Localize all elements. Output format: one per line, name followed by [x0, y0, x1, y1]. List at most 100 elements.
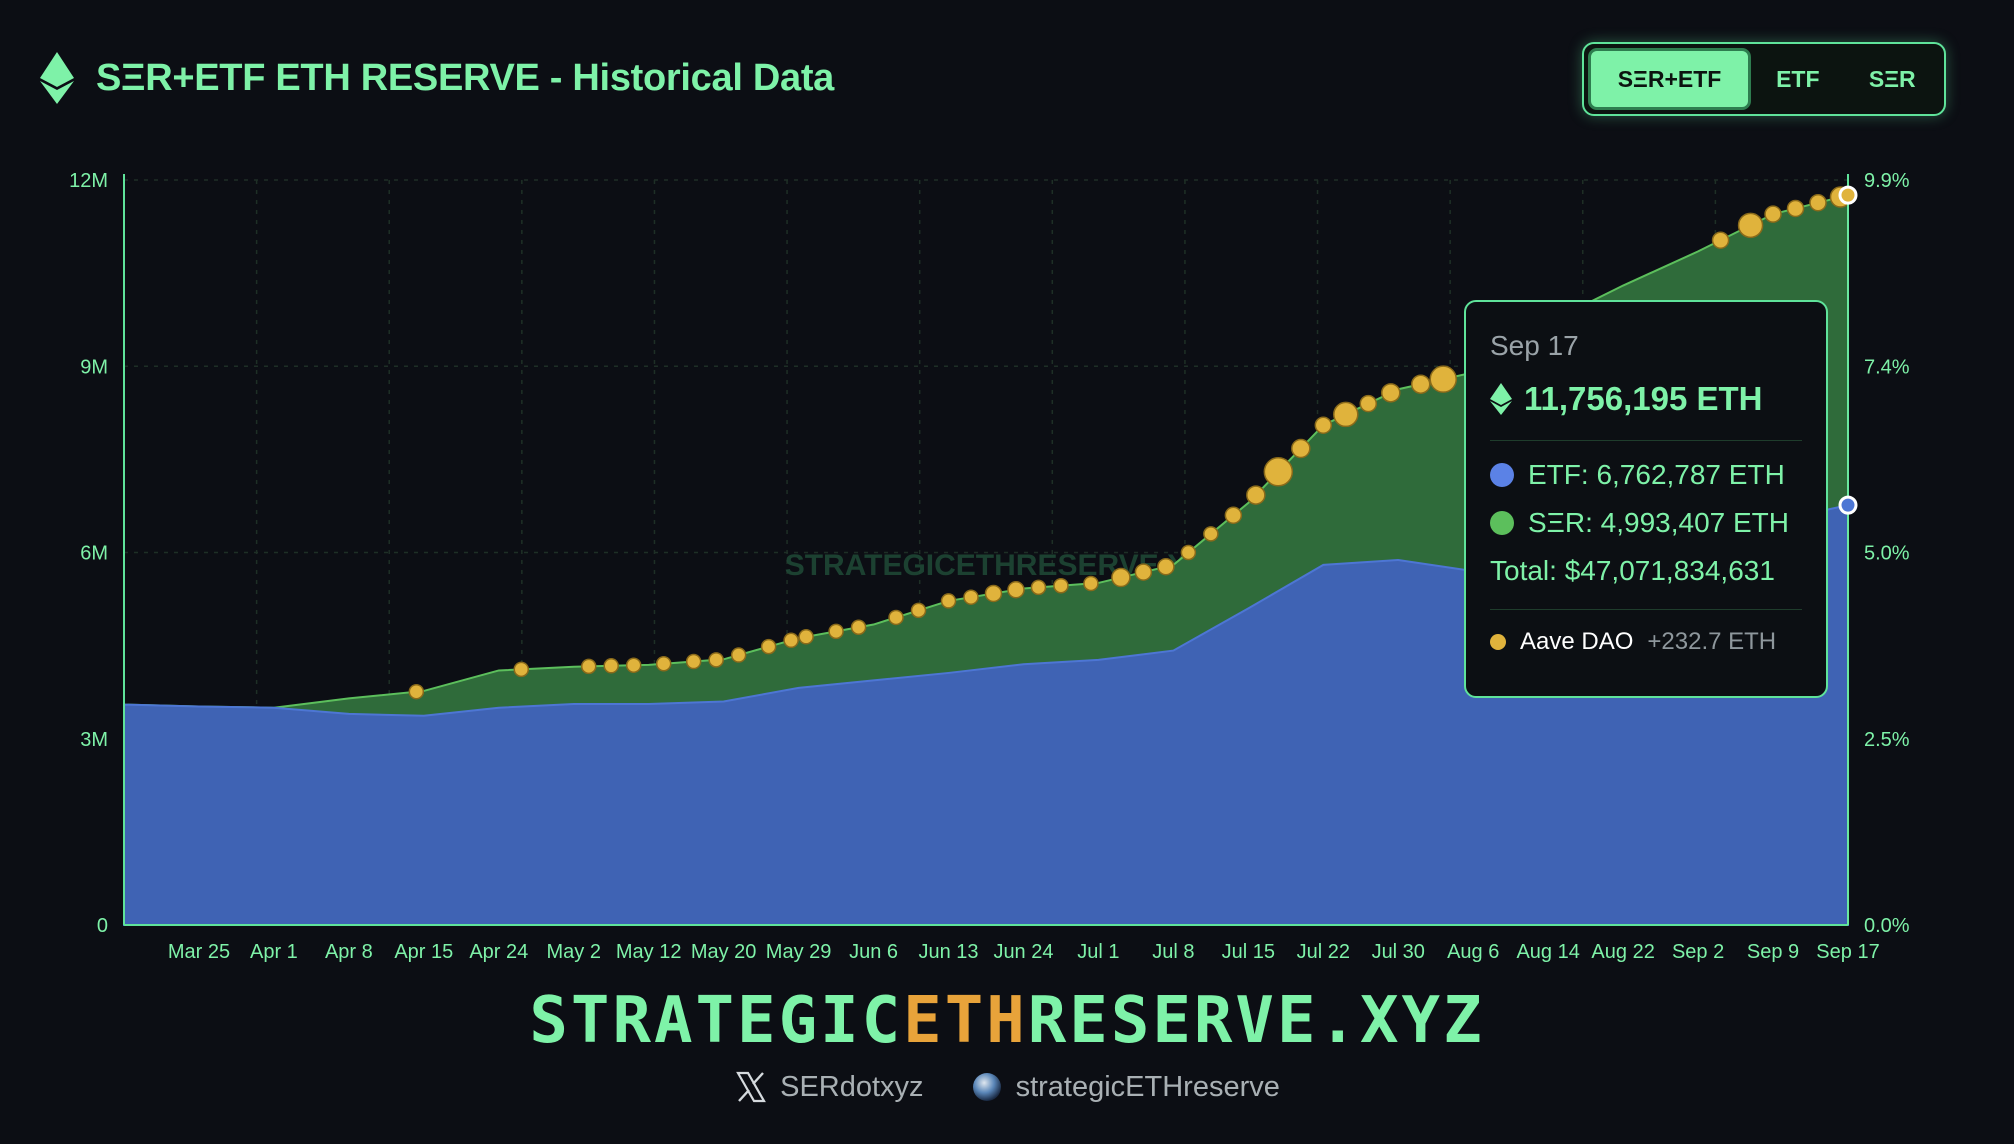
y-right-tick-label: 5.0% — [1864, 543, 1910, 565]
tooltip-total-eth-value: 11,756,195 ETH — [1524, 380, 1763, 417]
buy-marker — [1030, 579, 1047, 596]
page-title: SΞR+ETF ETH RESERVE - Historical Data — [96, 56, 835, 99]
hover-point-total — [1838, 185, 1858, 205]
buy-marker — [1111, 567, 1131, 588]
y-left-tick-label: 12M — [69, 170, 108, 192]
buy-marker — [1333, 401, 1359, 428]
buy-marker — [1381, 383, 1401, 403]
buy-marker — [1359, 394, 1378, 413]
buy-marker — [984, 584, 1003, 603]
tooltip-divider — [1490, 440, 1802, 441]
buyer-amount: +232.7 ETH — [1647, 628, 1777, 655]
buy-marker — [963, 589, 979, 605]
tooltip-total-usd: Total: $47,071,834,631 — [1490, 555, 1775, 586]
ethereum-icon — [40, 52, 74, 104]
toggle-etf[interactable]: ETF — [1776, 65, 1820, 92]
buy-marker — [1263, 457, 1294, 487]
buy-marker — [603, 658, 619, 674]
y-left-tick-label: 9M — [80, 356, 108, 378]
buy-marker — [940, 593, 957, 609]
y-left-tick-label: 0 — [97, 915, 108, 937]
buy-marker — [1429, 365, 1457, 393]
brand-mid: ETH — [903, 984, 1028, 1058]
x-tick-label: Jul 15 — [1222, 941, 1275, 963]
y-left-tick-label: 3M — [80, 729, 108, 751]
buy-marker — [685, 653, 702, 670]
buy-marker — [1291, 438, 1311, 459]
y-right-tick-label: 7.4% — [1864, 356, 1910, 378]
brand-pre: STRATEGIC — [529, 984, 904, 1058]
x-tick-label: Jul 22 — [1297, 941, 1350, 963]
buy-marker — [828, 623, 844, 640]
x-tick-label: May 2 — [547, 941, 601, 963]
buy-marker — [760, 638, 777, 655]
tooltip-date: Sep 17 — [1490, 330, 1579, 361]
buyer-marker-dot — [1490, 634, 1506, 650]
y-right-tick-label: 9.9% — [1864, 170, 1910, 192]
tooltip-ser-value: SΞR: 4,993,407 ETH — [1528, 507, 1789, 538]
x-tick-label: Jul 30 — [1372, 941, 1425, 963]
tooltip-ser-row: SΞR: 4,993,407 ETH — [1490, 507, 1802, 539]
buy-marker — [1246, 485, 1266, 505]
buyer-name: Aave DAO — [1520, 628, 1634, 655]
chart-header: SΞR+ETF ETH RESERVE - Historical Data — [40, 48, 834, 108]
buy-marker — [888, 609, 904, 626]
buy-marker — [1786, 199, 1805, 218]
x-tick-label: Aug 6 — [1447, 941, 1499, 963]
buy-marker — [1711, 231, 1730, 249]
tooltip-etf-row: ETF: 6,762,787 ETH — [1490, 459, 1802, 491]
buy-marker — [730, 647, 747, 663]
x-axis-ticks: Mar 25 Apr 1 Apr 8 Apr 15 Apr 24 May 2 May 12 M… — [168, 941, 1880, 963]
y-right-tick-label: 0.0% — [1864, 915, 1910, 937]
x-icon — [736, 1071, 767, 1103]
tooltip-total-eth: 11,756,195 ETH — [1490, 380, 1802, 418]
buy-marker — [783, 632, 799, 649]
buy-marker — [850, 619, 867, 635]
buy-marker — [513, 661, 530, 678]
buy-marker — [625, 657, 642, 673]
buy-marker — [408, 683, 425, 700]
buy-marker — [1180, 544, 1197, 561]
x-tick-label: Apr 1 — [250, 941, 298, 963]
tooltip-divider — [1490, 609, 1802, 610]
buy-marker — [1410, 374, 1431, 394]
social-links: SERdotxyz strategicETHreserve — [0, 1070, 2014, 1104]
buy-marker — [910, 602, 927, 619]
y-right-ticks: 0.0% 2.5% 5.0% 7.4% 9.9% — [1864, 170, 1910, 937]
buy-marker — [1007, 581, 1025, 599]
buy-marker — [708, 652, 724, 668]
data-tooltip: Sep 17 11,756,195 ETH ETF: 6,762,787 ETH… — [1464, 300, 1828, 698]
toggle-ser[interactable]: SΞR — [1868, 65, 1916, 92]
buy-marker — [1809, 193, 1827, 212]
x-tick-label: Sep 9 — [1747, 941, 1799, 963]
x-tick-label: May 20 — [691, 941, 757, 963]
brand-post: RESERVE.XYZ — [1027, 984, 1485, 1058]
buy-marker — [1083, 575, 1099, 592]
buy-marker — [798, 629, 814, 645]
twitter-handle: SERdotxyz — [780, 1070, 924, 1103]
toggle-ser-etf[interactable]: SΞR+ETF — [1588, 48, 1752, 110]
buy-marker — [1737, 212, 1764, 239]
x-tick-label: Jul 1 — [1077, 941, 1119, 963]
other-handle: strategicETHreserve — [1015, 1070, 1280, 1103]
buy-marker — [1157, 557, 1175, 576]
x-tick-label: May 29 — [766, 941, 832, 963]
x-tick-label: Jun 13 — [918, 941, 978, 963]
x-tick-label: May 12 — [616, 941, 682, 963]
y-left-tick-label: 6M — [80, 543, 108, 565]
x-tick-label: Jun 24 — [993, 941, 1053, 963]
ethereum-icon — [1490, 383, 1512, 415]
y-left-ticks: 0 3M 6M 9M 12M — [69, 170, 108, 937]
other-link[interactable]: strategicETHreserve — [970, 1070, 1280, 1104]
ser-legend-dot — [1490, 511, 1514, 535]
buy-marker — [1134, 563, 1153, 581]
x-tick-label: Aug 22 — [1591, 941, 1654, 963]
x-tick-label: Sep 17 — [1816, 941, 1879, 963]
x-tick-label: Jul 8 — [1152, 941, 1194, 963]
twitter-link[interactable]: SERdotxyz — [734, 1070, 924, 1104]
y-right-tick-label: 2.5% — [1864, 729, 1910, 751]
tooltip-etf-value: ETF: 6,762,787 ETH — [1528, 459, 1785, 490]
x-tick-label: Apr 24 — [469, 941, 528, 963]
buy-markers — [408, 186, 1852, 700]
buy-marker — [1053, 577, 1069, 594]
